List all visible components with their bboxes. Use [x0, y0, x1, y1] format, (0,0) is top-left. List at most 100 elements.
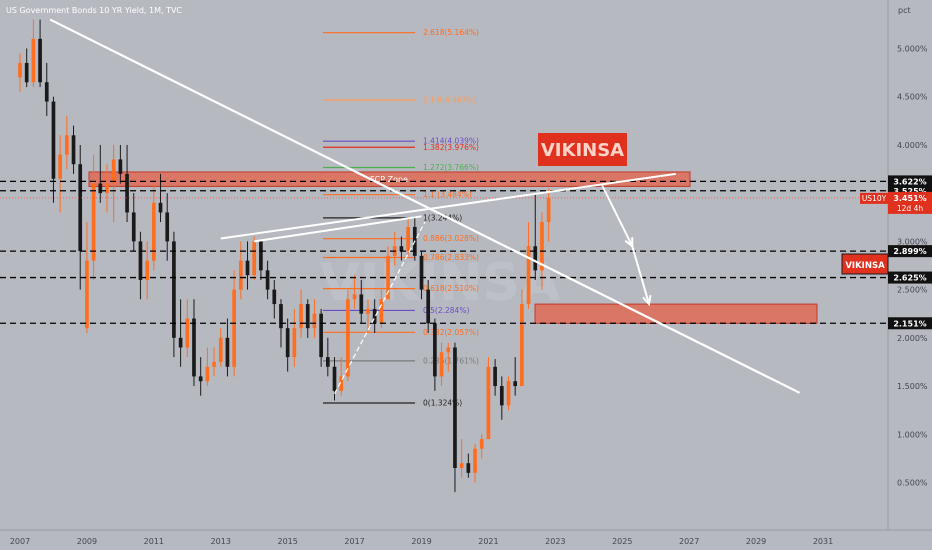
price-axis-tick-label: 4.000%	[897, 141, 928, 150]
candle-body	[125, 173, 129, 213]
symbol-tag-bg	[860, 192, 888, 204]
watermark-text: VIKINSA	[320, 253, 560, 313]
candle-body	[520, 304, 524, 387]
candle-body	[38, 38, 42, 83]
price-axis-tick-label: 2.500%	[897, 286, 928, 295]
time-axis-tick-label: 2023	[545, 537, 565, 546]
candles-layer	[18, 19, 551, 493]
fib-level-label: 2.1 8(4.467%)	[423, 95, 477, 104]
price-axis-unit: pct	[898, 6, 911, 15]
price-level-tag: 3.622%	[893, 177, 926, 186]
candle-body	[272, 289, 277, 305]
candle-body	[312, 313, 317, 329]
time-axis[interactable]: 2007 2009 2011 2013 2015 2017 2019 2021 2023 2025…	[0, 529, 932, 546]
price-level-tag: 2.899%	[893, 247, 926, 256]
candle-body	[198, 376, 203, 382]
price-labels-layer: 3.622%3.525% 2.899% 2.625% 2.151% US10Y 3.451…	[860, 175, 932, 330]
candle-body	[145, 260, 149, 280]
candle-body	[131, 212, 136, 242]
forecast-arrow-shaft	[631, 245, 637, 259]
time-axis-tick-label: 2031	[813, 537, 833, 546]
candle-body	[386, 255, 390, 300]
candle-body	[453, 347, 457, 469]
candle-body	[252, 241, 257, 276]
fib-level-label: 0.786(2.833%)	[423, 253, 479, 262]
candle-body	[111, 159, 116, 184]
candle-body	[546, 197, 551, 223]
fib-level-label: 0.618(2.510%)	[423, 284, 479, 293]
candle-body	[172, 241, 176, 338]
candle-body	[359, 294, 364, 314]
price-level-tag-bg	[888, 317, 932, 330]
chart-title: US Government Bonds 10 YR Yield, 1M, TVC	[6, 6, 182, 15]
candle-body	[372, 308, 377, 324]
candle-body	[78, 164, 83, 252]
candle-body	[299, 304, 303, 329]
candle-body	[18, 62, 22, 78]
time-axis-tick-label: 2009	[77, 537, 97, 546]
candle-body	[325, 357, 330, 367]
candle-body	[352, 294, 357, 300]
fib-level-label: 1.382(3.976%)	[423, 143, 479, 152]
candle-body	[192, 318, 196, 377]
candle-body	[118, 159, 123, 174]
candle-body	[185, 318, 190, 348]
fcp-zone-box	[88, 171, 691, 187]
fib-level-label: 1.1 (3.484%)	[423, 190, 472, 199]
time-axis-tick-label: 2011	[144, 537, 164, 546]
candle-body	[319, 313, 323, 358]
target-zone-box	[534, 303, 818, 324]
price-axis-tick-label: 1.500%	[897, 382, 928, 391]
brand-badge-text: VIKINSA	[541, 140, 624, 161]
candle-body	[419, 255, 424, 290]
candle-body	[232, 289, 236, 367]
side-brand-badge-bg	[841, 253, 889, 275]
candle-body	[439, 352, 444, 377]
candle-body	[506, 381, 511, 406]
candle-body	[138, 241, 143, 280]
candle-body	[238, 260, 243, 290]
candle-body	[433, 323, 437, 377]
fib-level-label: 0.382(2.057%)	[423, 328, 479, 337]
forecast-arrow-head	[642, 295, 652, 307]
candle-body	[151, 202, 156, 261]
time-axis-tick-label: 2029	[746, 537, 766, 546]
price-axis-tick-label: 4.500%	[897, 93, 928, 102]
price-level-tag-bg	[888, 245, 932, 258]
price-level-tag: 2.625%	[893, 274, 926, 283]
time-axis-tick-label: 2017	[344, 537, 364, 546]
candle-body	[24, 62, 29, 83]
candle-body	[259, 241, 263, 271]
wedge-line	[333, 221, 426, 395]
candle-body	[473, 448, 477, 473]
time-axis-tick-label: 2025	[612, 537, 632, 546]
price-level-tag: 3.525%	[893, 187, 926, 196]
fib-level-label: 0(1.324%)	[423, 399, 462, 408]
candle-body	[540, 222, 544, 271]
time-axis-tick-label: 2019	[411, 537, 431, 546]
brand-badge: VIKINSA	[538, 133, 627, 166]
candle-body	[165, 212, 170, 242]
candle-body	[526, 246, 531, 305]
side-brand-badge: VIKINSA	[841, 253, 889, 275]
candle-body	[178, 337, 183, 348]
forecast-arrows-layer	[601, 185, 652, 307]
fcp-zone-label: FCP Zone	[370, 175, 408, 184]
candle-body	[279, 304, 283, 329]
candle-body	[446, 347, 451, 353]
candle-body	[158, 202, 163, 213]
symbol-tag: US10Y	[862, 194, 887, 203]
candle-body	[205, 366, 210, 382]
candle-body	[58, 154, 62, 179]
candle-body	[285, 328, 290, 358]
candle-body	[406, 226, 410, 252]
fib-level-label: 0.236(1.761%)	[423, 356, 479, 365]
candle-body	[379, 299, 384, 324]
candle-body	[513, 381, 518, 387]
price-level-tag: 2.151%	[893, 319, 926, 328]
candle-body	[65, 135, 69, 155]
fib-level-label: 1.272(3.766%)	[423, 163, 479, 172]
side-brand-badge-text: VIKINSA	[845, 261, 885, 271]
